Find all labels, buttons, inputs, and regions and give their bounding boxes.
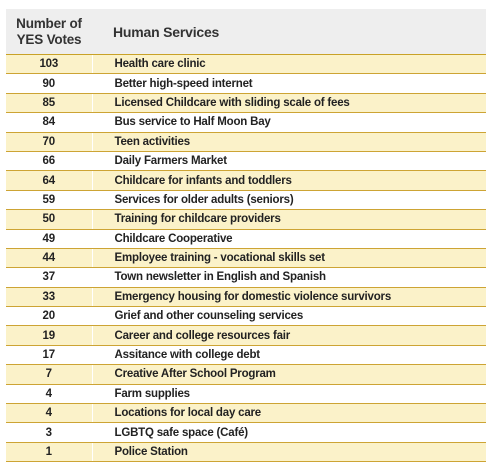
table-row: 7 Creative After School Program bbox=[6, 364, 486, 385]
vote-count-cell: 4 bbox=[6, 384, 93, 405]
table-row: 1 Police Station bbox=[6, 442, 486, 463]
table-row: 66 Daily Farmers Market bbox=[6, 151, 486, 172]
table-row: 85 Licensed Childcare with sliding scale … bbox=[6, 93, 486, 114]
service-name-cell: Career and college resources fair bbox=[92, 325, 486, 346]
vote-count-cell: 20 bbox=[6, 306, 93, 327]
table-row: 84 Bus service to Half Moon Bay bbox=[6, 112, 486, 133]
service-name-cell: Emergency housing for domestic violence … bbox=[92, 287, 486, 308]
service-name-cell: Town newsletter in English and Spanish bbox=[92, 267, 486, 288]
table-row: 44 Employee training - vocational skills … bbox=[6, 248, 486, 269]
table-header: Number of YES Votes Human Services bbox=[6, 9, 486, 55]
human-services-votes-table: Number of YES Votes Human Services 103 He… bbox=[6, 9, 486, 463]
table-row: 4 Farm supplies bbox=[6, 384, 486, 405]
vote-count-cell: 66 bbox=[6, 151, 93, 172]
vote-count-cell: 90 bbox=[6, 73, 93, 94]
vote-count-cell: 70 bbox=[6, 132, 93, 152]
table-row: 37 Town newsletter in English and Spanish bbox=[6, 267, 486, 288]
service-name-cell: Locations for local day care bbox=[92, 403, 486, 424]
service-name-cell: Assitance with college debt bbox=[92, 345, 486, 366]
vote-count-cell: 37 bbox=[6, 267, 93, 288]
table-row: 103 Health care clinic bbox=[6, 54, 486, 75]
service-name-cell: Grief and other counseling services bbox=[92, 306, 486, 327]
vote-count-cell: 1 bbox=[6, 442, 93, 463]
service-name-cell: Police Station bbox=[92, 442, 486, 463]
service-column-header: Human Services bbox=[92, 9, 486, 55]
service-name-cell: Childcare Cooperative bbox=[92, 229, 486, 249]
table-row: 49 Childcare Cooperative bbox=[6, 229, 486, 249]
table-row: 33 Emergency housing for domestic violenc… bbox=[6, 287, 486, 308]
vote-count-cell: 7 bbox=[6, 364, 93, 385]
vote-count-cell: 4 bbox=[6, 403, 93, 424]
table-row: 90 Better high-speed internet bbox=[6, 73, 486, 94]
vote-count-cell: 59 bbox=[6, 190, 93, 211]
table-header-row: Number of YES Votes Human Services bbox=[6, 9, 486, 55]
vote-count-cell: 85 bbox=[6, 93, 93, 114]
table-row: 20 Grief and other counseling services bbox=[6, 306, 486, 327]
vote-count-cell: 3 bbox=[6, 422, 93, 443]
service-name-cell: Creative After School Program bbox=[92, 364, 486, 385]
table-row: 17 Assitance with college debt bbox=[6, 345, 486, 366]
vote-count-cell: 33 bbox=[6, 287, 93, 308]
table-body: 103 Health care clinic 90 Better high-speed… bbox=[6, 54, 486, 463]
service-name-cell: Licensed Childcare with sliding scale of… bbox=[92, 93, 486, 114]
vote-count-cell: 84 bbox=[6, 112, 93, 133]
table-row: 70 Teen activities bbox=[6, 132, 486, 152]
service-name-cell: Daily Farmers Market bbox=[92, 151, 486, 172]
service-name-cell: Training for childcare providers bbox=[92, 209, 486, 230]
votes-header-line2: YES Votes bbox=[16, 31, 82, 47]
vote-count-cell: 64 bbox=[6, 170, 93, 191]
table-row: 59 Services for older adults (seniors) bbox=[6, 190, 486, 211]
table-row: 4 Locations for local day care bbox=[6, 403, 486, 424]
service-name-cell: Farm supplies bbox=[92, 384, 486, 405]
human-services-table-container: Number of YES Votes Human Services 103 He… bbox=[6, 9, 486, 463]
vote-count-cell: 50 bbox=[6, 209, 93, 230]
votes-column-header: Number of YES Votes bbox=[6, 9, 92, 55]
service-name-cell: LGBTQ safe space (Café) bbox=[92, 422, 486, 443]
vote-count-cell: 44 bbox=[6, 248, 93, 269]
votes-header-line1: Number of bbox=[16, 15, 82, 31]
table-row: 19 Career and college resources fair bbox=[6, 325, 486, 346]
service-name-cell: Health care clinic bbox=[92, 54, 486, 75]
vote-count-cell: 49 bbox=[6, 229, 93, 249]
service-name-cell: Better high-speed internet bbox=[92, 73, 486, 94]
service-name-cell: Employee training - vocational skills se… bbox=[92, 248, 486, 269]
service-name-cell: Bus service to Half Moon Bay bbox=[92, 112, 486, 133]
service-name-cell: Services for older adults (seniors) bbox=[92, 190, 486, 211]
service-name-cell: Childcare for infants and toddlers bbox=[92, 170, 486, 191]
table-row: 50 Training for childcare providers bbox=[6, 209, 486, 230]
vote-count-cell: 19 bbox=[6, 325, 93, 346]
table-row: 64 Childcare for infants and toddlers bbox=[6, 170, 486, 191]
table-row: 3 LGBTQ safe space (Café) bbox=[6, 422, 486, 443]
vote-count-cell: 103 bbox=[6, 54, 93, 75]
service-name-cell: Teen activities bbox=[92, 132, 486, 152]
vote-count-cell: 17 bbox=[6, 345, 93, 366]
